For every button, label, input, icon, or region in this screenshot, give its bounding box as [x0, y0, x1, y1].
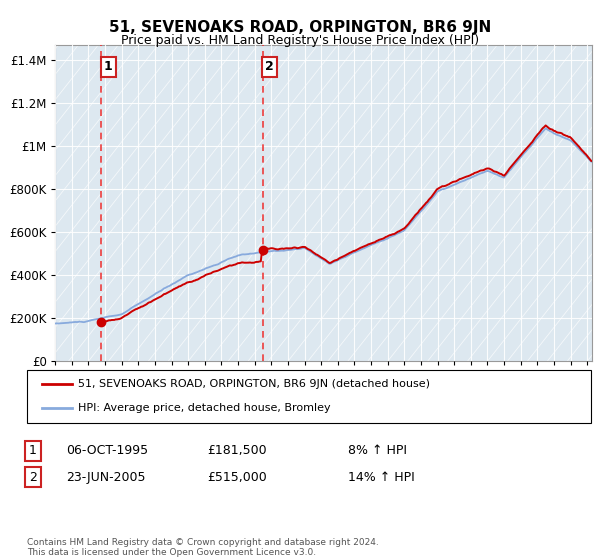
Text: £515,000: £515,000 — [207, 470, 267, 484]
Text: 51, SEVENOAKS ROAD, ORPINGTON, BR6 9JN: 51, SEVENOAKS ROAD, ORPINGTON, BR6 9JN — [109, 20, 491, 35]
Text: 14% ↑ HPI: 14% ↑ HPI — [348, 470, 415, 484]
Text: Contains HM Land Registry data © Crown copyright and database right 2024.
This d: Contains HM Land Registry data © Crown c… — [27, 538, 379, 557]
Text: Price paid vs. HM Land Registry's House Price Index (HPI): Price paid vs. HM Land Registry's House … — [121, 34, 479, 46]
Text: 51, SEVENOAKS ROAD, ORPINGTON, BR6 9JN (detached house): 51, SEVENOAKS ROAD, ORPINGTON, BR6 9JN (… — [78, 380, 430, 390]
Text: 23-JUN-2005: 23-JUN-2005 — [66, 470, 146, 484]
Text: 06-OCT-1995: 06-OCT-1995 — [66, 444, 148, 458]
Text: £181,500: £181,500 — [207, 444, 266, 458]
Text: 1: 1 — [104, 60, 112, 73]
Text: 2: 2 — [29, 470, 37, 484]
Text: 1: 1 — [29, 444, 37, 458]
Text: HPI: Average price, detached house, Bromley: HPI: Average price, detached house, Brom… — [78, 403, 331, 413]
Text: 2: 2 — [265, 60, 274, 73]
Text: 8% ↑ HPI: 8% ↑ HPI — [348, 444, 407, 458]
